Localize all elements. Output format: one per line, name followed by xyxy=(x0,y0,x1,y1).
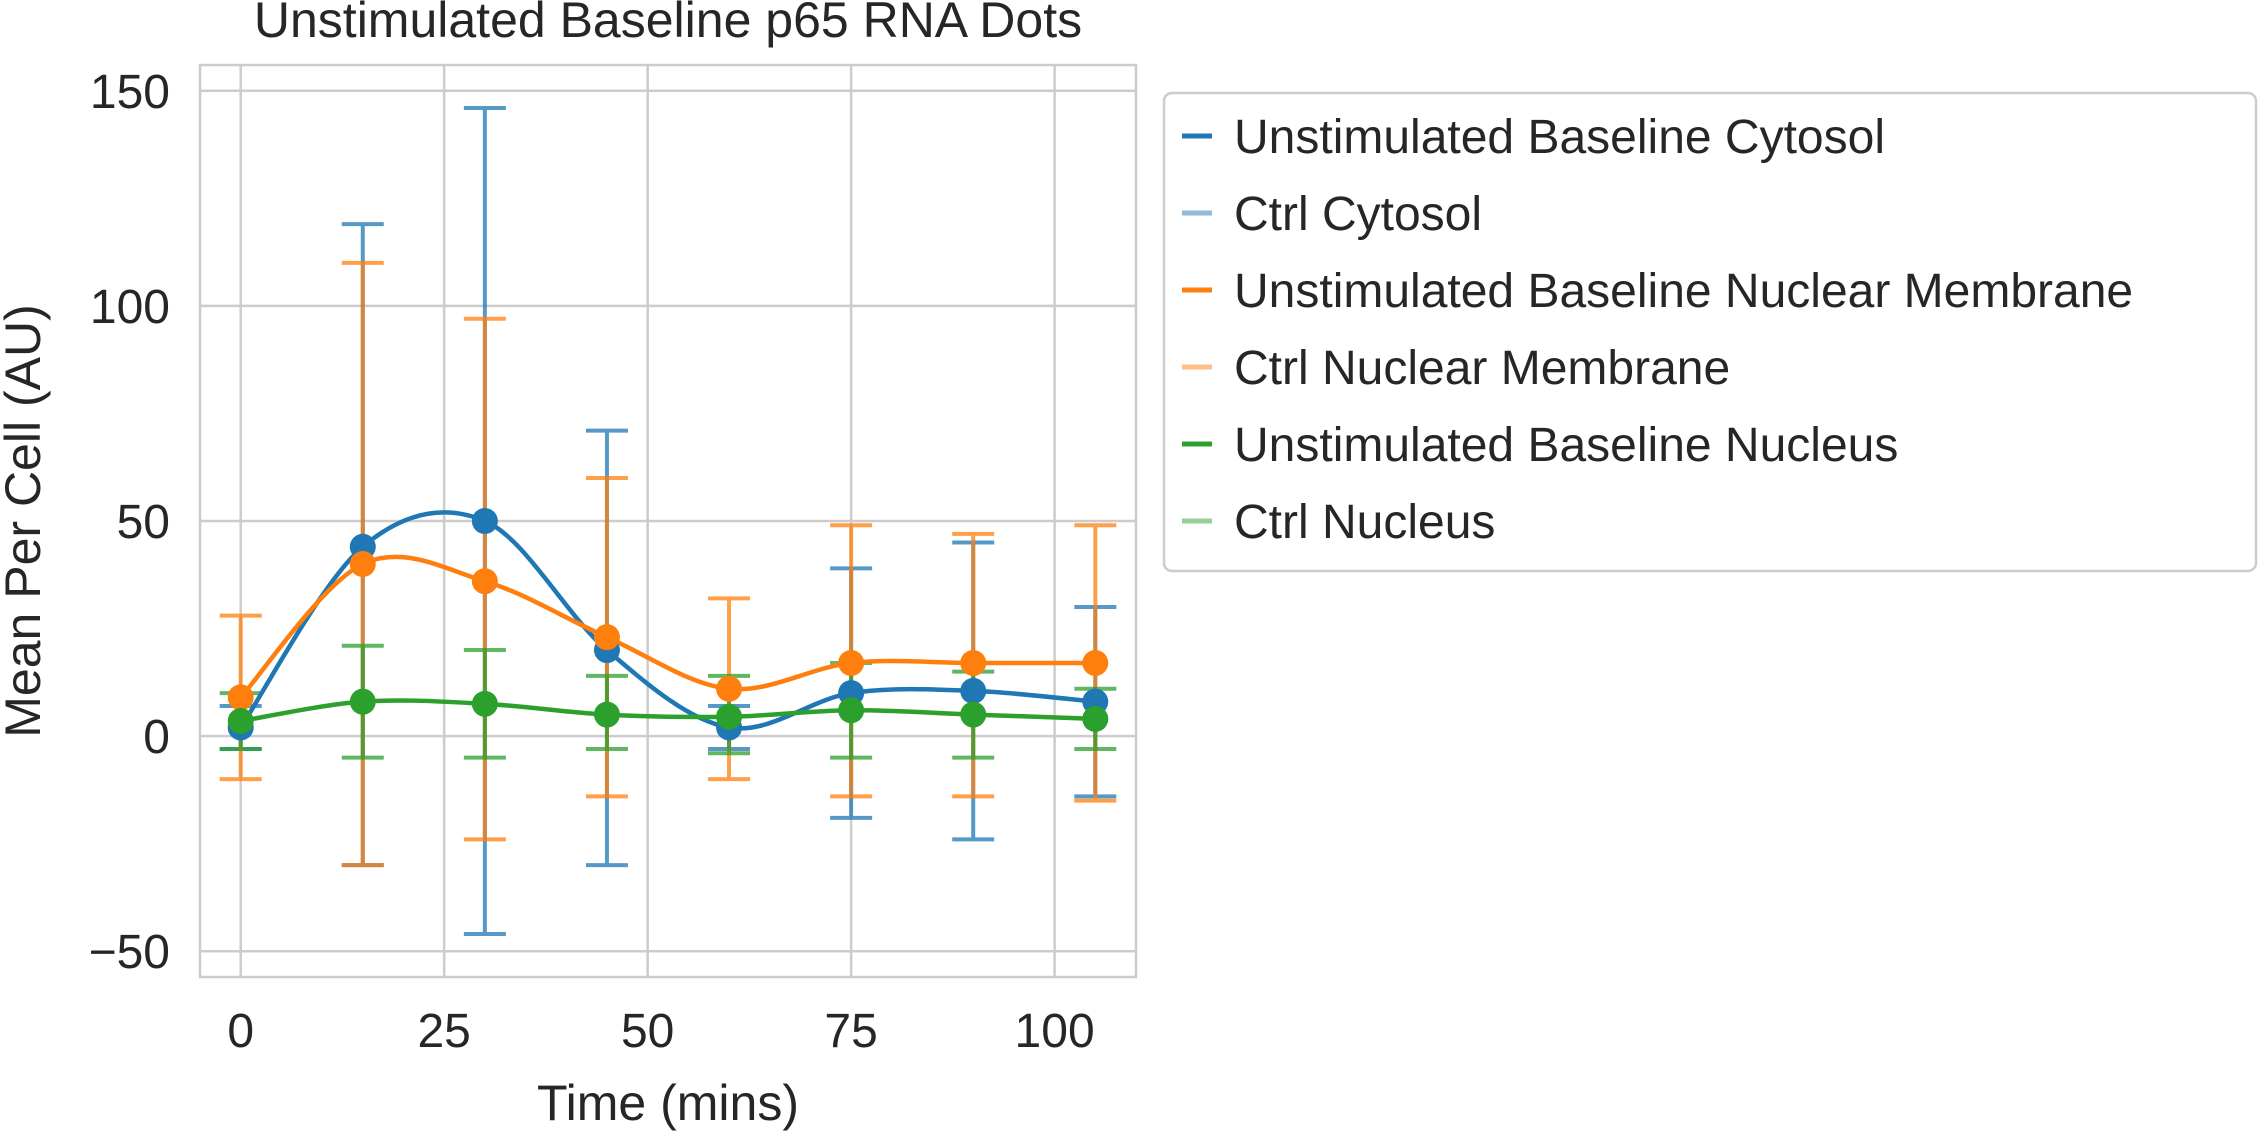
x-axis-label: Time (mins) xyxy=(537,1075,799,1131)
data-point xyxy=(1082,649,1109,676)
data-point xyxy=(1082,705,1109,732)
legend: Unstimulated Baseline Cytosol Ctrl Cytoso… xyxy=(1162,91,2258,573)
x-tick-label: 100 xyxy=(1015,1005,1095,1058)
data-point xyxy=(471,508,498,534)
x-tick-label: 0 xyxy=(227,1005,254,1058)
data-point xyxy=(960,649,987,676)
data-point xyxy=(716,703,743,730)
y-tick-label: 150 xyxy=(90,66,170,119)
grid-layer xyxy=(200,65,1136,977)
plot-frame xyxy=(198,63,1138,979)
data-point xyxy=(227,684,254,711)
legend-label: Ctrl Nucleus xyxy=(1234,496,1495,549)
data-point xyxy=(227,708,254,735)
legend-label: Unstimulated Baseline Cytosol xyxy=(1234,111,1885,164)
legend-items: Unstimulated Baseline Cytosol Ctrl Cytoso… xyxy=(1182,111,2133,549)
tick-labels: 0 25 50 75 100 −50 0 50 100 150 xyxy=(89,66,1095,1058)
data-point xyxy=(960,677,987,704)
data-point xyxy=(716,675,743,702)
data-point xyxy=(349,688,376,715)
data-point xyxy=(593,701,620,728)
legend-label: Unstimulated Baseline Nucleus xyxy=(1234,419,1898,472)
data-point xyxy=(471,690,498,717)
x-tick-label: 75 xyxy=(824,1005,877,1058)
y-tick-label: 100 xyxy=(90,281,170,334)
legend-label: Ctrl Cytosol xyxy=(1234,188,1482,241)
x-tick-label: 25 xyxy=(417,1005,470,1058)
y-tick-label: 0 xyxy=(143,711,170,764)
x-tick-label: 50 xyxy=(621,1005,674,1058)
legend-label: Ctrl Nuclear Membrane xyxy=(1234,342,1730,395)
y-tick-label: −50 xyxy=(89,926,170,979)
data-point xyxy=(349,551,376,578)
series-line xyxy=(240,698,1096,724)
data-point xyxy=(960,701,987,728)
legend-label: Unstimulated Baseline Nuclear Membrane xyxy=(1234,265,2133,318)
y-axis-label: Mean Per Cell (AU) xyxy=(0,304,51,737)
series-line xyxy=(239,554,1096,699)
legend-frame xyxy=(1162,91,2258,573)
data-points xyxy=(227,508,1109,741)
y-tick-label: 50 xyxy=(117,496,170,549)
data-point xyxy=(471,568,498,595)
chart-title: Unstimulated Baseline p65 RNA Dots xyxy=(254,0,1082,48)
data-point xyxy=(593,624,620,651)
data-point xyxy=(838,649,865,676)
data-point xyxy=(838,697,865,724)
